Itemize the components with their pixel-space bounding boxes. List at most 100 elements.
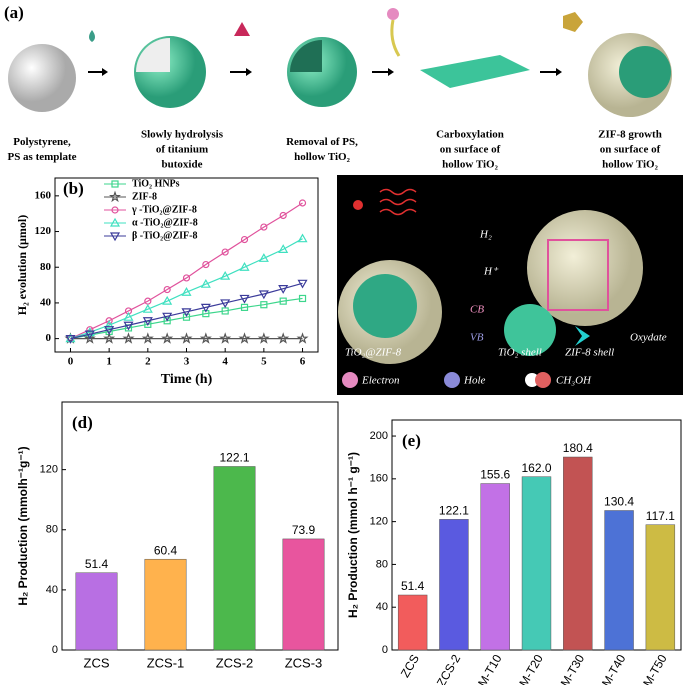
light-waves: [379, 188, 417, 216]
x-axis-label: Time (h): [161, 372, 213, 387]
tio2-shell-sphere: [504, 304, 556, 356]
value-label: 73.9: [292, 523, 316, 537]
y-axis-label: H₂ Production (mmolh⁻¹g⁻¹): [16, 446, 30, 605]
x-tick-label: M-T40: [599, 652, 629, 685]
step-caption: of titanium: [156, 144, 208, 156]
point: [279, 297, 287, 305]
value-label: 51.4: [401, 579, 425, 593]
plot-frame: [61, 401, 339, 651]
x-tick-label: ZCS-3: [285, 655, 323, 670]
y-tick-label: 80: [376, 558, 388, 570]
y-tick-label: 80: [40, 261, 52, 273]
series-line: [70, 282, 303, 340]
cb-label: CB: [470, 304, 484, 316]
panel-label: (d): [72, 413, 93, 432]
point: [297, 233, 308, 243]
x-tick-label: M-T20: [516, 652, 546, 685]
hplus-label: H⁺: [483, 266, 499, 278]
oxydate-label: Oxydate: [630, 332, 667, 344]
value-label: 155.6: [480, 468, 510, 482]
value-label: 60.4: [154, 543, 178, 557]
value-label: 122.1: [219, 451, 249, 465]
point: [182, 313, 191, 321]
bar: [397, 594, 428, 651]
point: [297, 279, 308, 289]
x-tick-label: 1: [106, 356, 112, 368]
step-caption: on surface of: [600, 144, 661, 156]
x-tick-label: 5: [261, 356, 267, 368]
electron-label: Electron: [361, 375, 400, 387]
point: [161, 332, 174, 344]
value-label: 162.0: [521, 461, 551, 475]
point: [109, 232, 121, 242]
point: [108, 190, 122, 203]
panel-label: (e): [402, 431, 421, 450]
tio2-surface: [420, 55, 530, 88]
point: [109, 217, 121, 227]
bar: [521, 476, 552, 651]
electron-icon: [342, 372, 358, 388]
point: [219, 332, 232, 344]
h2-label: H₂: [479, 229, 492, 241]
step-caption: Removal of PS,: [286, 136, 358, 148]
point: [239, 262, 250, 271]
step-caption: Slowly hydrolysis: [141, 129, 224, 141]
icon-triangle: [234, 22, 250, 36]
x-tick-label: M-T30: [558, 652, 588, 685]
tio2-shell-label: TiO₂ shell: [498, 347, 542, 359]
y-tick-label: 40: [46, 584, 58, 596]
panel-label: (a): [4, 3, 24, 22]
step-caption: Carboxylation: [436, 129, 504, 141]
composite-label: TiO₂@ZIF-8: [345, 347, 402, 359]
point: [298, 199, 307, 207]
y-tick-label: 0: [382, 644, 388, 656]
x-tick-label: 4: [222, 356, 228, 368]
point: [258, 290, 269, 300]
icon-polyhedron: [563, 12, 583, 32]
point: [111, 206, 119, 214]
bar: [75, 572, 118, 651]
polystyrene-sphere: [8, 44, 76, 112]
value-label: 122.1: [439, 504, 469, 518]
panel-label: (b): [63, 179, 84, 198]
point: [163, 285, 171, 294]
point: [111, 180, 119, 188]
y-tick-label: 0: [46, 332, 52, 344]
step-caption: Polystyrene,: [13, 136, 71, 148]
x-tick-label: ZCS-1: [147, 655, 185, 670]
y-axis-label: H₂ evolution (μmol): [15, 215, 29, 315]
point: [279, 211, 287, 220]
point: [181, 308, 192, 318]
legend-label: ZIF-8: [132, 191, 157, 202]
point: [104, 326, 115, 335]
point: [260, 223, 268, 231]
point: [257, 332, 270, 344]
point: [220, 270, 231, 280]
point: [277, 332, 290, 344]
arrow-heads: [102, 68, 562, 76]
point: [239, 294, 250, 304]
charts: 0 40 80 120 160 H₂ evolution (μmol) (b) 0 1 2 3 4 5 6…: [15, 177, 682, 685]
step-caption: butoxide: [162, 159, 203, 171]
methanol-label: CH₃OH: [556, 375, 592, 387]
point: [298, 294, 307, 303]
legend-label: γ -TiO₂@ZIF-8: [131, 204, 197, 215]
icon-tail: [390, 19, 401, 57]
bar: [480, 483, 510, 651]
x-tick-label: M-T10: [475, 652, 505, 685]
point: [162, 295, 173, 305]
x-tick-label: ZCS-2: [434, 652, 464, 685]
electron-path: [547, 239, 609, 311]
bar: [604, 510, 634, 651]
vb-label: VB: [470, 332, 484, 344]
bar: [213, 466, 256, 651]
point: [122, 332, 135, 344]
composite-window: [353, 274, 417, 338]
point: [104, 320, 115, 329]
step-caption: on surface of: [440, 144, 501, 156]
x-tick-label: 6: [300, 356, 306, 368]
point: [220, 299, 231, 309]
point: [65, 335, 76, 344]
y-tick-label: 80: [46, 524, 58, 536]
captions: Polystyrene, PS as template Slowly hydroly…: [7, 129, 661, 171]
